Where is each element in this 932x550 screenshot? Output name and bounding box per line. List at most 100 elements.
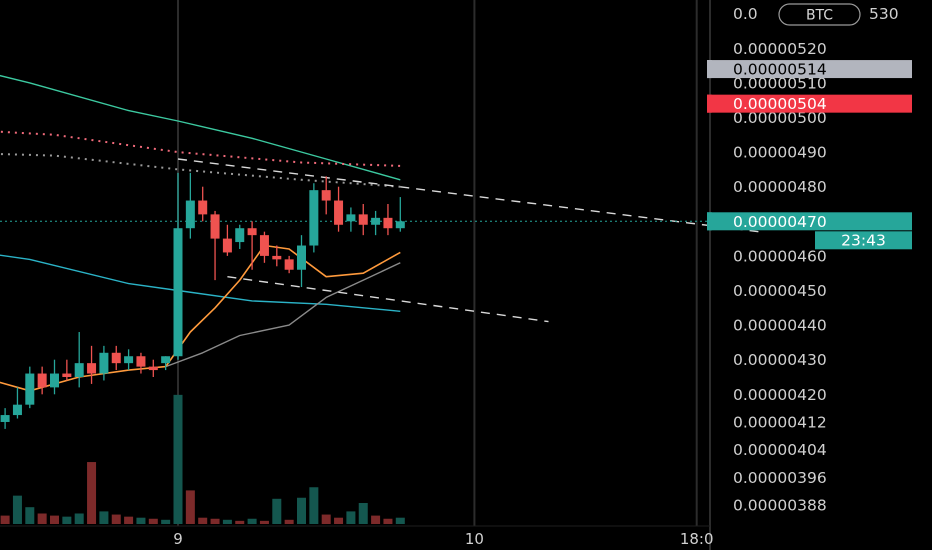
volume-bars: [0, 394, 405, 524]
volume-bar: [383, 518, 393, 524]
candle-body[interactable]: [25, 373, 35, 405]
volume-bar: [309, 487, 319, 524]
candle-body[interactable]: [309, 190, 319, 246]
volume-bar: [99, 511, 109, 524]
candle-body[interactable]: [12, 404, 22, 416]
candle-body[interactable]: [148, 366, 158, 371]
volume-bar: [124, 516, 134, 524]
candle-body[interactable]: [50, 373, 59, 388]
currency-badge-label[interactable]: BTC: [806, 8, 833, 24]
candle-body[interactable]: [37, 373, 47, 388]
price-tag: [707, 94, 912, 113]
volume-bar: [37, 513, 47, 524]
price-tick-label: 0.00000510: [733, 74, 827, 92]
candle-body[interactable]: [272, 255, 282, 260]
ma-green-line: [0, 74, 401, 181]
volume-bar: [87, 462, 97, 524]
candle-body[interactable]: [173, 228, 183, 357]
candle-body[interactable]: [346, 214, 356, 222]
price-tick-label: 0.00000388: [733, 497, 827, 515]
candle-body[interactable]: [161, 356, 171, 364]
volume-bar: [161, 519, 171, 524]
candle-body[interactable]: [235, 228, 245, 243]
price-tick-label: 0.00000500: [733, 109, 827, 127]
trendline: [177, 158, 759, 233]
candles[interactable]: [0, 172, 405, 433]
candle-body[interactable]: [247, 228, 257, 236]
candle-body[interactable]: [371, 217, 381, 225]
price-tick-label: 0.00000440: [733, 317, 827, 335]
time-axis[interactable]: 9 10 18:0: [173, 530, 713, 548]
candle-body[interactable]: [74, 363, 84, 377]
candle-body[interactable]: [124, 356, 134, 364]
volume-bar: [358, 503, 368, 524]
countdown-tag: [815, 231, 912, 250]
candle-body[interactable]: [136, 356, 146, 367]
volume-bar: [222, 519, 232, 524]
volume-bar: [235, 520, 245, 524]
volume-bar: [259, 520, 269, 524]
volume-bar: [136, 517, 146, 524]
volume-bar: [210, 518, 220, 524]
time-tick-label: 9: [173, 530, 183, 548]
price-tick-label: 0.00000450: [733, 282, 827, 300]
volume-bar: [371, 515, 381, 524]
volume-bar: [62, 516, 72, 524]
price-tick-label: 0.00000460: [733, 247, 827, 265]
volume-bar: [247, 518, 257, 524]
volume-bar: [198, 517, 208, 524]
volume-bar: [25, 507, 35, 524]
volume-bar: [185, 490, 195, 524]
currency-badge[interactable]: [778, 3, 861, 26]
volume-bar: [173, 394, 183, 524]
price-tag-marker: [707, 60, 712, 79]
candle-body[interactable]: [87, 363, 97, 374]
trendline: [227, 276, 549, 323]
candle-body[interactable]: [62, 373, 72, 377]
volume-bar: [272, 498, 282, 524]
candle-body[interactable]: [334, 200, 344, 225]
candle-body[interactable]: [222, 238, 232, 253]
price-tag: [707, 60, 912, 79]
candle-body[interactable]: [383, 217, 393, 229]
price-tick-label: 0.00000480: [733, 178, 827, 196]
candle-body[interactable]: [0, 415, 10, 422]
candle-body[interactable]: [185, 200, 195, 229]
price-tick-label-partial: 0.0: [733, 5, 758, 23]
price-tick-label: 0.00000404: [733, 441, 827, 459]
volume-bar: [50, 515, 59, 524]
countdown-label: 23:43: [841, 231, 886, 249]
candle-body[interactable]: [259, 235, 269, 256]
price-tick-label: 0.00000430: [733, 351, 827, 369]
price-tick-label: 0.00000520: [733, 40, 827, 58]
candle-body[interactable]: [297, 245, 306, 270]
price-tick-label-partial: 530: [869, 5, 899, 23]
price-tag-marker: [707, 212, 712, 231]
price-axis[interactable]: 0.00000520 0.00000510 0.00000500 0.00000490…: [733, 3, 899, 515]
candle-body[interactable]: [99, 352, 109, 374]
price-tag: [707, 212, 912, 231]
price-tag-label: 0.00000470: [733, 213, 827, 231]
candle-body[interactable]: [284, 259, 294, 270]
candle-body[interactable]: [210, 214, 220, 239]
volume-bar: [12, 495, 22, 524]
volume-bar: [395, 517, 405, 524]
price-tick-label: 0.00000420: [733, 386, 827, 404]
price-tick-label: 0.00000412: [733, 413, 827, 431]
candle-body[interactable]: [321, 190, 331, 201]
price-tick-label: 0.00000396: [733, 469, 827, 487]
candle-body[interactable]: [395, 221, 405, 229]
price-tick-label: 0.00000490: [733, 144, 827, 162]
candle-body[interactable]: [358, 214, 368, 225]
candle-body[interactable]: [198, 200, 208, 215]
price-tag-label: 0.00000514: [733, 61, 827, 79]
time-tick-label: 18:0: [680, 530, 714, 548]
volume-bar: [321, 514, 331, 524]
price-tag-label: 0.00000504: [733, 95, 827, 113]
volume-bar: [297, 497, 306, 524]
volume-bar: [74, 513, 84, 524]
candle-body[interactable]: [111, 352, 121, 364]
volume-bar: [346, 511, 356, 524]
